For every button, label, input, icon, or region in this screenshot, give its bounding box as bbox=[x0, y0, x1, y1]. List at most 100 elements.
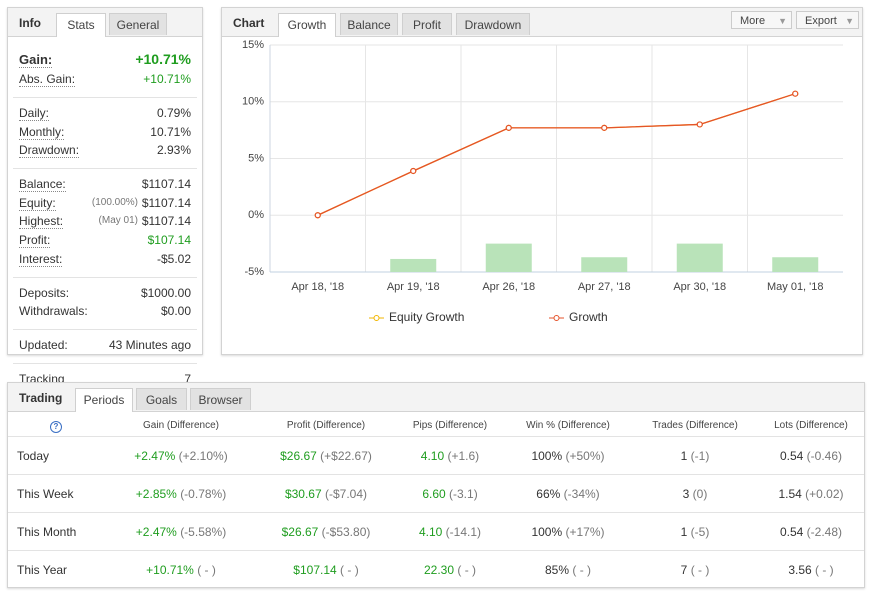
button[interactable]: Export ▼ bbox=[796, 11, 859, 29]
stat-label: Profit: bbox=[19, 233, 51, 248]
cell-value: 1 bbox=[680, 449, 688, 463]
stat-note: (100.00%) bbox=[91, 196, 138, 208]
cell-value: 66% bbox=[536, 487, 561, 501]
cell-diff: ( - ) bbox=[572, 563, 592, 577]
stat-value: $0.00 bbox=[160, 304, 191, 319]
stat-label: Updated: bbox=[19, 338, 68, 353]
cell-diff: ( - ) bbox=[197, 563, 216, 577]
stat-label: Drawdown: bbox=[19, 143, 80, 159]
column-header: Profit (Difference) bbox=[286, 420, 366, 431]
panel-title: Chart bbox=[233, 16, 265, 30]
tab[interactable]: Goals bbox=[136, 388, 187, 410]
stat-value: $1107.14 bbox=[141, 177, 191, 192]
table-cell: 100% (+17%) bbox=[498, 525, 638, 539]
cell-value: $26.67 bbox=[280, 449, 317, 463]
separator bbox=[13, 97, 197, 98]
separator bbox=[8, 512, 864, 513]
cell-diff: (+1.6) bbox=[447, 449, 480, 463]
column-header: Gain (Difference) bbox=[143, 420, 219, 431]
cell-value: 100% bbox=[531, 449, 563, 463]
stat-value: +10.71% bbox=[135, 51, 191, 67]
stat-label: Interest: bbox=[19, 251, 63, 267]
table-cell: +10.71% ( - ) bbox=[111, 563, 251, 577]
column-header: Win % (Difference) bbox=[526, 420, 610, 431]
cell-diff: (-5) bbox=[690, 525, 710, 539]
cell-value: 1.54 bbox=[778, 487, 802, 501]
panel-header: Chart Growth Balance Profit Drawdown More ▼ Exp… bbox=[222, 8, 862, 37]
table-cell: $26.67 (-$53.80) bbox=[256, 525, 396, 539]
table-cell: 0.54 (-0.46) bbox=[741, 449, 879, 463]
cell-diff: (-0.46) bbox=[806, 449, 843, 463]
stat-note: (May 01) bbox=[98, 215, 138, 227]
tab[interactable]: Browser bbox=[190, 388, 251, 410]
table-cell: 3 (0) bbox=[625, 487, 765, 501]
tab[interactable]: Profit bbox=[402, 13, 452, 35]
separator bbox=[8, 550, 864, 551]
tab[interactable]: Stats bbox=[56, 13, 106, 37]
stat-label: Abs. Gain: bbox=[19, 72, 76, 87]
table-cell: 4.10 (-14.1) bbox=[380, 525, 520, 539]
cell-value: 4.10 bbox=[420, 449, 445, 463]
table-cell: 7 ( - ) bbox=[625, 563, 765, 577]
table-cell: $30.67 (-$7.04) bbox=[256, 487, 396, 501]
cell-diff: ( - ) bbox=[815, 563, 834, 577]
column-header: Lots (Difference) bbox=[774, 420, 848, 431]
button[interactable]: More ▼ bbox=[731, 11, 792, 29]
table-cell: 100% (+50%) bbox=[498, 449, 638, 463]
cell-value: $26.67 bbox=[281, 525, 319, 539]
tab[interactable]: General bbox=[109, 13, 167, 35]
tab[interactable]: Growth bbox=[278, 13, 336, 37]
cell-diff: (-5.58%) bbox=[180, 525, 227, 539]
separator bbox=[13, 363, 197, 365]
cell-value: 85% bbox=[544, 563, 570, 577]
cell-value: 4.10 bbox=[418, 525, 443, 539]
table-cell: 6.60 (-3.1) bbox=[380, 487, 520, 501]
cell-diff: (0) bbox=[692, 487, 708, 501]
trading-panel: Trading Periods Goals Browser? Gain (Differe… bbox=[7, 382, 865, 588]
panel-title: Trading bbox=[19, 391, 63, 405]
cell-diff: ( - ) bbox=[457, 563, 477, 577]
stat-value: $1000.00 bbox=[140, 285, 191, 300]
table-cell: +2.85% (-0.78%) bbox=[111, 487, 251, 501]
stat-label: Withdrawals: bbox=[19, 304, 88, 319]
tab[interactable]: Periods bbox=[75, 388, 133, 412]
stat-value: 43 Minutes ago bbox=[108, 338, 191, 353]
stat-value: 7 bbox=[184, 372, 191, 387]
stat-label: Deposits: bbox=[19, 285, 70, 300]
cell-value: $30.67 bbox=[284, 487, 322, 501]
cell-value: 0.54 bbox=[779, 525, 804, 539]
panel-title: Info bbox=[19, 16, 41, 30]
chart-panel: Chart Growth Balance Profit Drawdown More ▼ Exp… bbox=[221, 7, 863, 355]
cell-value: 3 bbox=[682, 487, 690, 501]
cell-diff: (+$22.67) bbox=[320, 449, 372, 463]
separator bbox=[13, 276, 197, 278]
column-header: Pips (Difference) bbox=[412, 420, 488, 431]
cell-diff: (-$7.04) bbox=[325, 487, 368, 501]
cell-value: 1 bbox=[680, 525, 688, 539]
cell-value: 3.56 bbox=[788, 563, 812, 577]
table-cell: 3.56 ( - ) bbox=[741, 563, 879, 577]
cell-value: +2.85% bbox=[135, 487, 177, 501]
stat-label: Daily: bbox=[19, 106, 50, 121]
button-label: Export bbox=[805, 15, 837, 27]
tab[interactable]: Drawdown bbox=[456, 13, 530, 35]
help-icon[interactable]: ? bbox=[50, 421, 62, 433]
tab[interactable]: Balance bbox=[340, 13, 398, 35]
table-cell: $107.14 ( - ) bbox=[256, 563, 396, 577]
cell-value: 6.60 bbox=[422, 487, 446, 501]
table-cell: +2.47% (+2.10%) bbox=[111, 449, 251, 463]
table-cell: 22.30 ( - ) bbox=[380, 563, 520, 577]
row-label: This Month bbox=[17, 525, 77, 539]
table-cell: $26.67 (+$22.67) bbox=[256, 449, 396, 463]
cell-diff: (-34%) bbox=[563, 487, 600, 501]
stat-value: -$5.02 bbox=[156, 251, 191, 266]
cell-diff: (+50%) bbox=[565, 449, 605, 463]
stat-label: Highest: bbox=[19, 214, 64, 230]
stat-label: Balance: bbox=[19, 177, 66, 193]
separator bbox=[13, 329, 197, 331]
stat-value: $107.14 bbox=[147, 233, 191, 247]
stat-value: 10.71% bbox=[150, 124, 191, 139]
table-cell: +2.47% (-5.58%) bbox=[111, 525, 251, 539]
cell-value: $107.14 bbox=[293, 563, 337, 577]
